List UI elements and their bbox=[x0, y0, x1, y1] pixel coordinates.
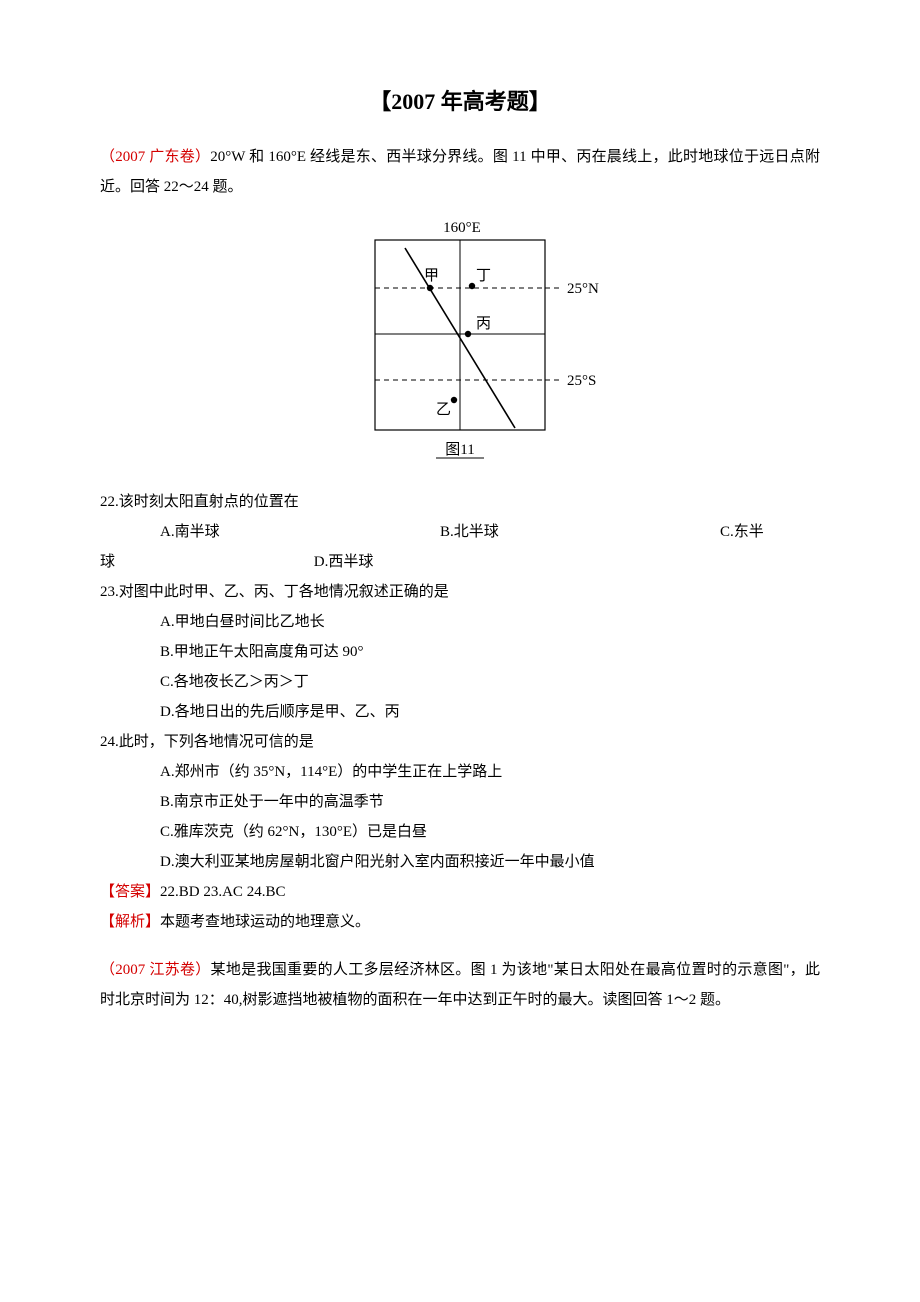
source-guangdong: （2007 广东卷） bbox=[100, 149, 210, 165]
spacer bbox=[100, 937, 820, 955]
q24-opt-b: B.南京市正处于一年中的高温季节 bbox=[100, 787, 820, 817]
set2-intro-para: （2007 江苏卷）某地是我国重要的人工多层经济林区。图 1 为该地"某日太阳处… bbox=[100, 955, 820, 1015]
svg-text:乙: 乙 bbox=[436, 402, 451, 418]
q22-stem: 22.该时刻太阳直射点的位置在 bbox=[100, 487, 820, 517]
figure11-svg: 160°E 25°N 25°S 甲 丁丙乙图11 bbox=[320, 210, 600, 470]
set1-intro-para: （2007 广东卷）20°W 和 160°E 经线是东、西半球分界线。图 11 … bbox=[100, 142, 820, 202]
q23-opt-b: B.甲地正午太阳高度角可达 90° bbox=[100, 637, 820, 667]
page-title: 【2007 年高考题】 bbox=[100, 80, 820, 124]
q23-opt-c: C.各地夜长乙＞丙＞丁 bbox=[100, 667, 820, 697]
q24-opt-a: A.郑州市（约 35°N，114°E）的中学生正在上学路上 bbox=[100, 757, 820, 787]
q24-opt-d: D.澳大利亚某地房屋朝北窗户阳光射入室内面积接近一年中最小值 bbox=[100, 847, 820, 877]
q22-choices-row1: A.南半球 B.北半球 C.东半 bbox=[100, 517, 820, 547]
answer-text: 22.BD 23.AC 24.BC bbox=[160, 884, 285, 900]
figure11: 160°E 25°N 25°S 甲 丁丙乙图11 bbox=[320, 210, 600, 481]
svg-text:160°E: 160°E bbox=[443, 220, 481, 236]
answer-label: 【答案】 bbox=[100, 884, 160, 900]
svg-text:25°N: 25°N bbox=[567, 281, 599, 297]
q22-opt-c: C.东半 bbox=[720, 517, 820, 547]
answer-line: 【答案】22.BD 23.AC 24.BC bbox=[100, 877, 820, 907]
analysis-text: 本题考查地球运动的地理意义。 bbox=[160, 914, 370, 930]
q24-stem: 24.此时，下列各地情况可信的是 bbox=[100, 727, 820, 757]
q24-opt-c: C.雅库茨克（约 62°N，130°E）已是白昼 bbox=[100, 817, 820, 847]
q22-opt-a: A.南半球 bbox=[100, 517, 440, 547]
analysis-label: 【解析】 bbox=[100, 914, 160, 930]
svg-text:25°S: 25°S bbox=[567, 373, 596, 389]
figure11-wrap: 160°E 25°N 25°S 甲 丁丙乙图11 bbox=[100, 210, 820, 481]
q23-opt-a: A.甲地白昼时间比乙地长 bbox=[100, 607, 820, 637]
svg-text:图11: 图11 bbox=[445, 441, 474, 458]
q22-opt-b: B.北半球 bbox=[440, 517, 720, 547]
q22-choices-row2: 球 D.西半球 bbox=[100, 547, 820, 577]
q22-opt-d: D.西半球 bbox=[119, 554, 374, 570]
analysis-line: 【解析】本题考查地球运动的地理意义。 bbox=[100, 907, 820, 937]
svg-text:甲: 甲 bbox=[424, 268, 439, 284]
svg-text:丙: 丙 bbox=[476, 316, 491, 332]
q23-opt-d: D.各地日出的先后顺序是甲、乙、丙 bbox=[100, 697, 820, 727]
q23-stem: 23.对图中此时甲、乙、丙、丁各地情况叙述正确的是 bbox=[100, 577, 820, 607]
q22-opt-c-tail: 球 bbox=[100, 554, 115, 570]
source-jiangsu: （2007 江苏卷） bbox=[100, 962, 211, 978]
svg-text:丁: 丁 bbox=[476, 268, 491, 284]
